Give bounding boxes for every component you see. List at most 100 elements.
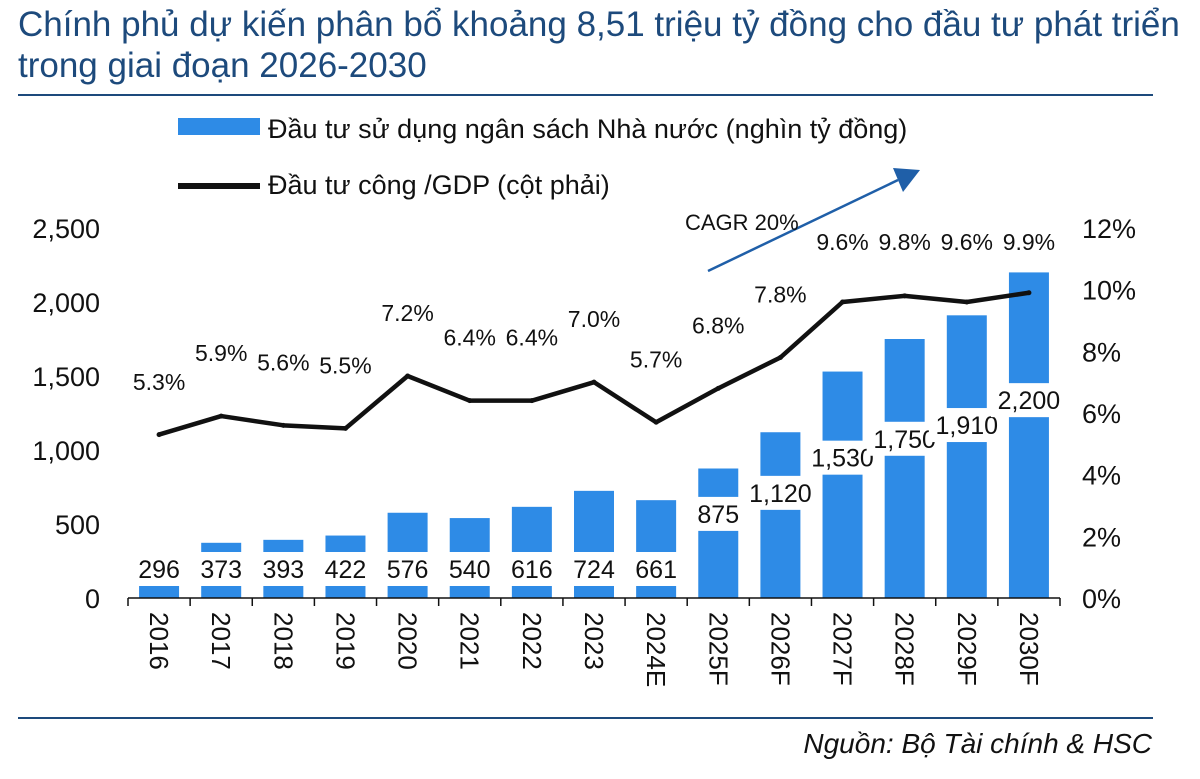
bar-label-bg bbox=[445, 552, 494, 586]
x-tick-label: 2026F bbox=[765, 612, 795, 686]
line-value-label: 9.9% bbox=[1003, 229, 1055, 255]
line-point bbox=[840, 299, 846, 305]
y-right-tick-label: 8% bbox=[1082, 337, 1121, 367]
bar-value-label: 875 bbox=[697, 501, 739, 529]
bar bbox=[946, 315, 987, 598]
cagr-label: CAGR 20% bbox=[685, 210, 799, 235]
legend-swatch-bar bbox=[178, 118, 260, 135]
line-point bbox=[405, 373, 411, 379]
line-point bbox=[1026, 290, 1032, 296]
cagr-annotation: CAGR 20% bbox=[685, 168, 920, 273]
line-value-label: 7.0% bbox=[568, 306, 620, 332]
chart-title: Chính phủ dự kiến phân bổ khoảng 8,51 tr… bbox=[18, 5, 1180, 85]
line-point bbox=[902, 293, 908, 299]
bar bbox=[698, 468, 739, 598]
line-value-label: 6.8% bbox=[692, 312, 744, 338]
x-axis: 2016 2017 2018 2019 2020 2021 2022 2023 2024E 202… bbox=[127, 597, 1061, 687]
y-right-tick-label: 12% bbox=[1082, 214, 1136, 244]
source-note: Nguồn: Bộ Tài chính & HSC bbox=[803, 728, 1152, 759]
bar-value-label: 724 bbox=[573, 556, 615, 584]
x-tick-label: 2025F bbox=[703, 612, 733, 686]
y-right-tick-label: 6% bbox=[1082, 399, 1121, 429]
x-tick-label: 2020 bbox=[393, 612, 423, 670]
bar-value-label: 2,200 bbox=[998, 387, 1061, 415]
x-tick-label: 2016 bbox=[144, 612, 174, 670]
cagr-arrow-line bbox=[707, 178, 899, 273]
bar-label-bg bbox=[694, 496, 743, 531]
bar-label-bg bbox=[632, 552, 681, 586]
line-value-label: 9.8% bbox=[878, 229, 930, 255]
line-point bbox=[218, 413, 224, 419]
x-tick-label: 2021 bbox=[455, 612, 485, 670]
bar bbox=[822, 371, 863, 598]
line-value-label: 5.6% bbox=[257, 349, 309, 375]
x-tick-label: 2029F bbox=[952, 612, 982, 686]
x-tick-label: 2028F bbox=[890, 612, 920, 686]
line-value-label: 7.8% bbox=[754, 282, 806, 308]
x-tick-label: 2023 bbox=[579, 612, 609, 670]
y-left-tick-label: 500 bbox=[55, 510, 100, 540]
bar-value-label: 661 bbox=[635, 556, 677, 584]
bar-value-label: 422 bbox=[325, 556, 367, 584]
bar-label-bg bbox=[321, 552, 370, 586]
y-left-tick-label: 0 bbox=[85, 584, 100, 614]
bar-label-bg bbox=[135, 552, 184, 586]
cagr-arrow-head bbox=[893, 168, 920, 192]
y-left-tick-label: 2,000 bbox=[32, 288, 100, 318]
bar-value-label: 576 bbox=[387, 556, 429, 584]
line-point bbox=[467, 398, 473, 404]
line-value-label: 5.3% bbox=[133, 369, 185, 395]
bar-value-label: 1,910 bbox=[936, 412, 999, 440]
title-divider bbox=[18, 94, 1153, 96]
bar-label-bg bbox=[197, 552, 246, 586]
left-axis: 0 500 1,000 1,500 2,000 2,500 bbox=[32, 214, 100, 614]
footer-divider bbox=[18, 717, 1153, 719]
line-point bbox=[342, 425, 348, 431]
legend-label-bar: Đầu tư sử dụng ngân sách Nhà nước (nghìn… bbox=[268, 114, 907, 144]
x-tick-label: 2030F bbox=[1014, 612, 1044, 686]
legend: Đầu tư sử dụng ngân sách Nhà nước (nghìn… bbox=[178, 114, 907, 200]
x-tick-label: 2017 bbox=[206, 612, 236, 670]
bar-value-label: 296 bbox=[138, 556, 180, 584]
line-point bbox=[591, 379, 597, 385]
line-value-label: 9.6% bbox=[941, 229, 993, 255]
line-point bbox=[280, 422, 286, 428]
bar-value-label: 1,120 bbox=[749, 480, 812, 508]
line-value-labels: 5.3% 5.9% 5.6% 5.5% 7.2% 6.4% 6.4% 7.0% 5.7% 6.8%… bbox=[133, 229, 1055, 395]
line-value-label: 5.9% bbox=[195, 340, 247, 366]
bar-label-bg bbox=[990, 383, 1067, 418]
bar-value-label: 1,750 bbox=[873, 426, 936, 454]
line-point bbox=[653, 419, 659, 425]
line-point bbox=[777, 355, 783, 360]
bar-label-bg bbox=[383, 552, 432, 586]
y-right-tick-label: 0% bbox=[1082, 584, 1121, 614]
bar-label-bg bbox=[259, 552, 308, 586]
line-point bbox=[529, 398, 535, 404]
x-tick-label: 2024E bbox=[641, 612, 671, 687]
line-point bbox=[964, 299, 970, 305]
bar bbox=[1008, 272, 1049, 598]
line-value-label: 9.6% bbox=[816, 229, 868, 255]
legend-label-line: Đầu tư công /GDP (cột phải) bbox=[268, 170, 610, 200]
y-left-tick-label: 1,000 bbox=[32, 436, 100, 466]
bar-value-label: 616 bbox=[511, 556, 553, 584]
y-left-tick-label: 1,500 bbox=[32, 362, 100, 392]
line-value-label: 6.4% bbox=[444, 325, 496, 351]
bar-value-label: 393 bbox=[262, 556, 304, 584]
y-left-tick-label: 2,500 bbox=[32, 214, 100, 244]
bar-value-labels: 296 373 393 422 576 540 616 724 661 875 1,120 1,530… bbox=[135, 383, 1067, 586]
bar-value-label: 540 bbox=[449, 556, 491, 584]
bar-value-label: 373 bbox=[200, 556, 242, 584]
y-right-tick-label: 2% bbox=[1082, 522, 1121, 552]
line-value-label: 7.2% bbox=[381, 300, 433, 326]
y-right-tick-label: 10% bbox=[1082, 276, 1136, 306]
x-tick-label: 2019 bbox=[330, 612, 360, 670]
bar-label-bg bbox=[570, 552, 618, 586]
bar bbox=[760, 432, 801, 598]
line-series bbox=[156, 290, 1032, 438]
line-value-label: 6.4% bbox=[506, 325, 558, 351]
x-tick-label: 2027F bbox=[828, 612, 858, 686]
bar bbox=[884, 339, 925, 598]
bar-value-label: 1,530 bbox=[811, 445, 874, 473]
